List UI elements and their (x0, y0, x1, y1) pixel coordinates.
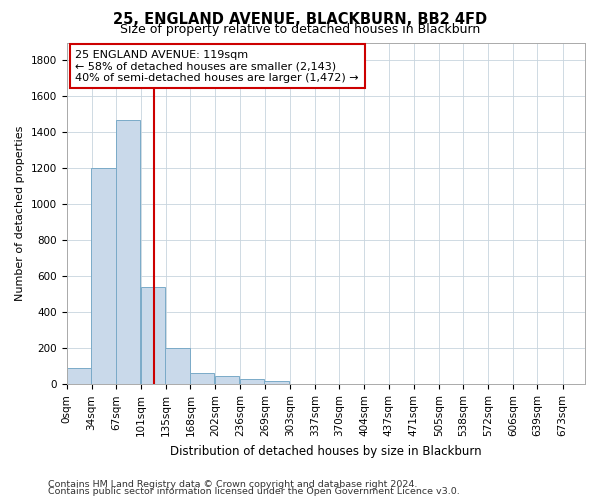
Text: 25, ENGLAND AVENUE, BLACKBURN, BB2 4FD: 25, ENGLAND AVENUE, BLACKBURN, BB2 4FD (113, 12, 487, 28)
Y-axis label: Number of detached properties: Number of detached properties (15, 126, 25, 301)
Bar (215, 376, 239, 384)
Text: 25 ENGLAND AVENUE: 119sqm
← 58% of detached houses are smaller (2,143)
40% of se: 25 ENGLAND AVENUE: 119sqm ← 58% of detac… (76, 50, 359, 83)
Bar (264, 380, 289, 384)
Bar (67, 368, 91, 384)
Bar (141, 287, 165, 384)
X-axis label: Distribution of detached houses by size in Blackburn: Distribution of detached houses by size … (170, 444, 482, 458)
Text: Contains public sector information licensed under the Open Government Licence v3: Contains public sector information licen… (48, 487, 460, 496)
Bar (116, 120, 140, 384)
Bar (239, 379, 264, 384)
Text: Contains HM Land Registry data © Crown copyright and database right 2024.: Contains HM Land Registry data © Crown c… (48, 480, 418, 489)
Bar (166, 348, 190, 384)
Bar (91, 168, 116, 384)
Bar (190, 372, 214, 384)
Text: Size of property relative to detached houses in Blackburn: Size of property relative to detached ho… (120, 24, 480, 36)
